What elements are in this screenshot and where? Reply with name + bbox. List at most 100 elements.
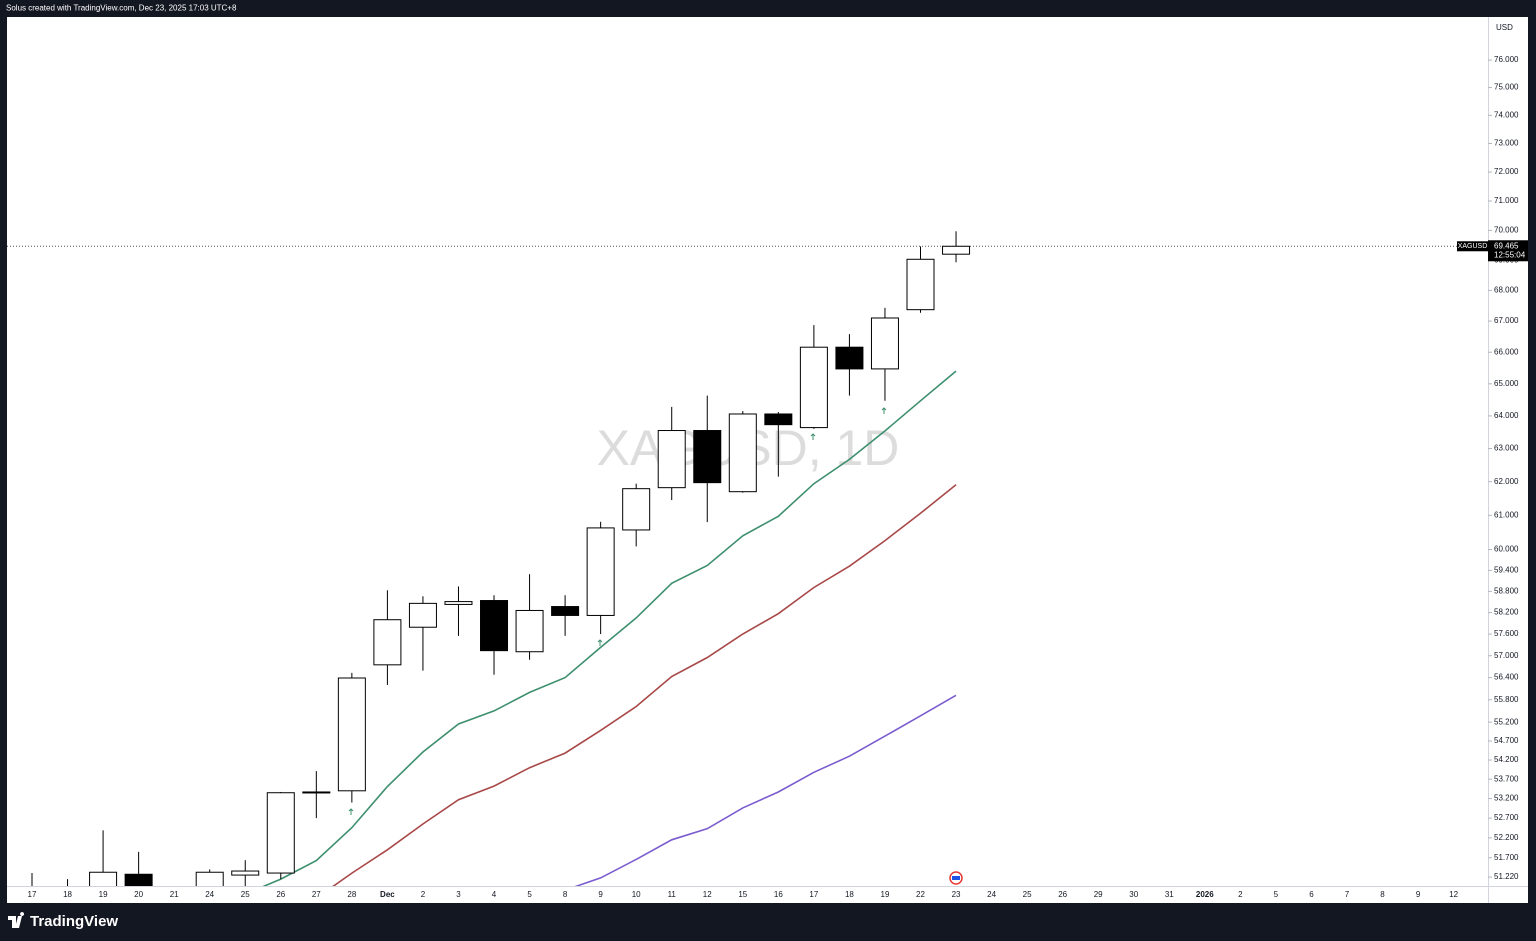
x-tick-label: 24	[205, 890, 214, 899]
x-tick-label: 25	[1023, 890, 1032, 899]
arrow	[348, 808, 354, 815]
x-tick-label: 6	[1309, 890, 1314, 899]
countdown-label: 12:55:04	[1494, 250, 1526, 259]
x-tick-label: 20	[134, 890, 143, 899]
x-tick-label: 21	[170, 890, 179, 899]
footer-brand: TradingView	[30, 913, 118, 930]
moving-average-line	[574, 694, 957, 886]
candle-body	[622, 488, 651, 531]
x-tick-label: 17	[809, 890, 818, 899]
arrow	[881, 407, 887, 414]
y-tick-label: 55.800	[1494, 695, 1519, 704]
x-tick-label: 8	[563, 890, 568, 899]
y-tick-label: 56.400	[1494, 673, 1519, 682]
y-tick-label: 62.000	[1494, 477, 1519, 486]
x-tick-label: 10	[632, 890, 641, 899]
price-label: 69.465	[1494, 241, 1519, 250]
y-tick-label: 57.000	[1494, 651, 1519, 660]
x-tick-label: 28	[347, 890, 356, 899]
candle-body	[302, 791, 331, 794]
x-tick-label: 3	[456, 890, 461, 899]
y-tick-label: 51.700	[1494, 853, 1519, 862]
x-tick-label: Dec	[380, 890, 395, 899]
moving-average-line	[332, 484, 957, 886]
candle-body	[444, 601, 473, 605]
y-tick-label: 71.000	[1494, 196, 1519, 205]
candle-body	[480, 600, 509, 652]
y-tick-label: 52.700	[1494, 813, 1519, 822]
x-tick-label: 19	[881, 890, 890, 899]
x-tick-label: 8	[1380, 890, 1385, 899]
x-tick-label: 5	[527, 890, 532, 899]
footer-logo	[8, 912, 25, 928]
candle-body	[266, 792, 295, 874]
candle-body	[373, 619, 402, 666]
x-tick-label: 2	[1238, 890, 1243, 899]
x-tick-label: 23	[952, 890, 961, 899]
x-tick-label: 16	[774, 890, 783, 899]
y-tick-label: 74.000	[1494, 110, 1519, 119]
candle-body	[693, 430, 722, 484]
y-tick-label: 61.000	[1494, 510, 1519, 519]
x-tick-label: 9	[598, 890, 603, 899]
y-tick-label: 73.000	[1494, 139, 1519, 148]
y-tick-label: 64.000	[1494, 411, 1519, 420]
candle-body	[906, 258, 935, 311]
y-tick-label: 58.800	[1494, 586, 1519, 595]
candle-body	[728, 413, 757, 493]
x-tick-label: 2026	[1196, 890, 1214, 899]
candle-body	[870, 317, 899, 370]
plot-area	[7, 231, 1488, 886]
arrow	[810, 433, 816, 440]
y-tick-label: 75.000	[1494, 83, 1519, 92]
x-tick-label: 29	[1094, 890, 1103, 899]
x-tick-label: 26	[1058, 890, 1067, 899]
y-tick-label: 68.000	[1494, 286, 1519, 295]
x-tick-label: 26	[276, 890, 285, 899]
x-tick-label: 31	[1165, 890, 1174, 899]
x-tick-label: 25	[241, 890, 250, 899]
candle-body	[195, 871, 224, 886]
y-tick-label: 54.700	[1494, 736, 1519, 745]
event-icon	[949, 871, 963, 885]
y-tick-label: 52.200	[1494, 833, 1519, 842]
x-tick-label: 24	[987, 890, 996, 899]
y-tick-label: 59.400	[1494, 565, 1519, 574]
x-tick-label: 17	[28, 890, 37, 899]
candle-body	[551, 606, 580, 616]
candle-body	[337, 677, 366, 792]
y-tick-label: 57.600	[1494, 629, 1519, 638]
x-tick-label: 9	[1416, 890, 1421, 899]
candle-body	[89, 871, 118, 886]
x-tick-label: 12	[1449, 890, 1458, 899]
y-tick-label: 63.000	[1494, 444, 1519, 453]
y-tick-label: 67.000	[1494, 316, 1519, 325]
logo-mark	[8, 912, 25, 928]
symbol-label: XAGUSD	[1458, 243, 1488, 250]
x-tick-label: 27	[312, 890, 321, 899]
candle-body	[124, 873, 153, 886]
candle-body	[942, 245, 971, 255]
price-label-bg	[1488, 240, 1528, 262]
arrow	[597, 639, 603, 646]
y-tick-label: 51.220	[1494, 872, 1519, 881]
candle-body	[586, 527, 615, 616]
y-tick-label: 60.000	[1494, 545, 1519, 554]
y-tick-label: 53.700	[1494, 774, 1519, 783]
y-tick-label: 54.200	[1494, 755, 1519, 764]
y-tick-label: 65.000	[1494, 379, 1519, 388]
y-tick-label: 66.000	[1494, 347, 1519, 356]
x-tick-label: 30	[1129, 890, 1138, 899]
x-tick-label: 15	[738, 890, 747, 899]
symbol-label-bg	[1457, 241, 1488, 252]
x-tick-label: 4	[492, 890, 497, 899]
x-tick-label: 12	[703, 890, 712, 899]
currency-label: USD	[1496, 23, 1513, 32]
axes: 76.000 75.000 74.000 73.000 72.000 71.000 70.0…	[28, 55, 1528, 899]
x-tick-label: 7	[1345, 890, 1350, 899]
x-tick-label: 2	[421, 890, 426, 899]
x-tick-label: 19	[99, 890, 108, 899]
header-text: Solus created with TradingView.com, Dec …	[6, 4, 237, 13]
candle-body	[515, 609, 544, 653]
